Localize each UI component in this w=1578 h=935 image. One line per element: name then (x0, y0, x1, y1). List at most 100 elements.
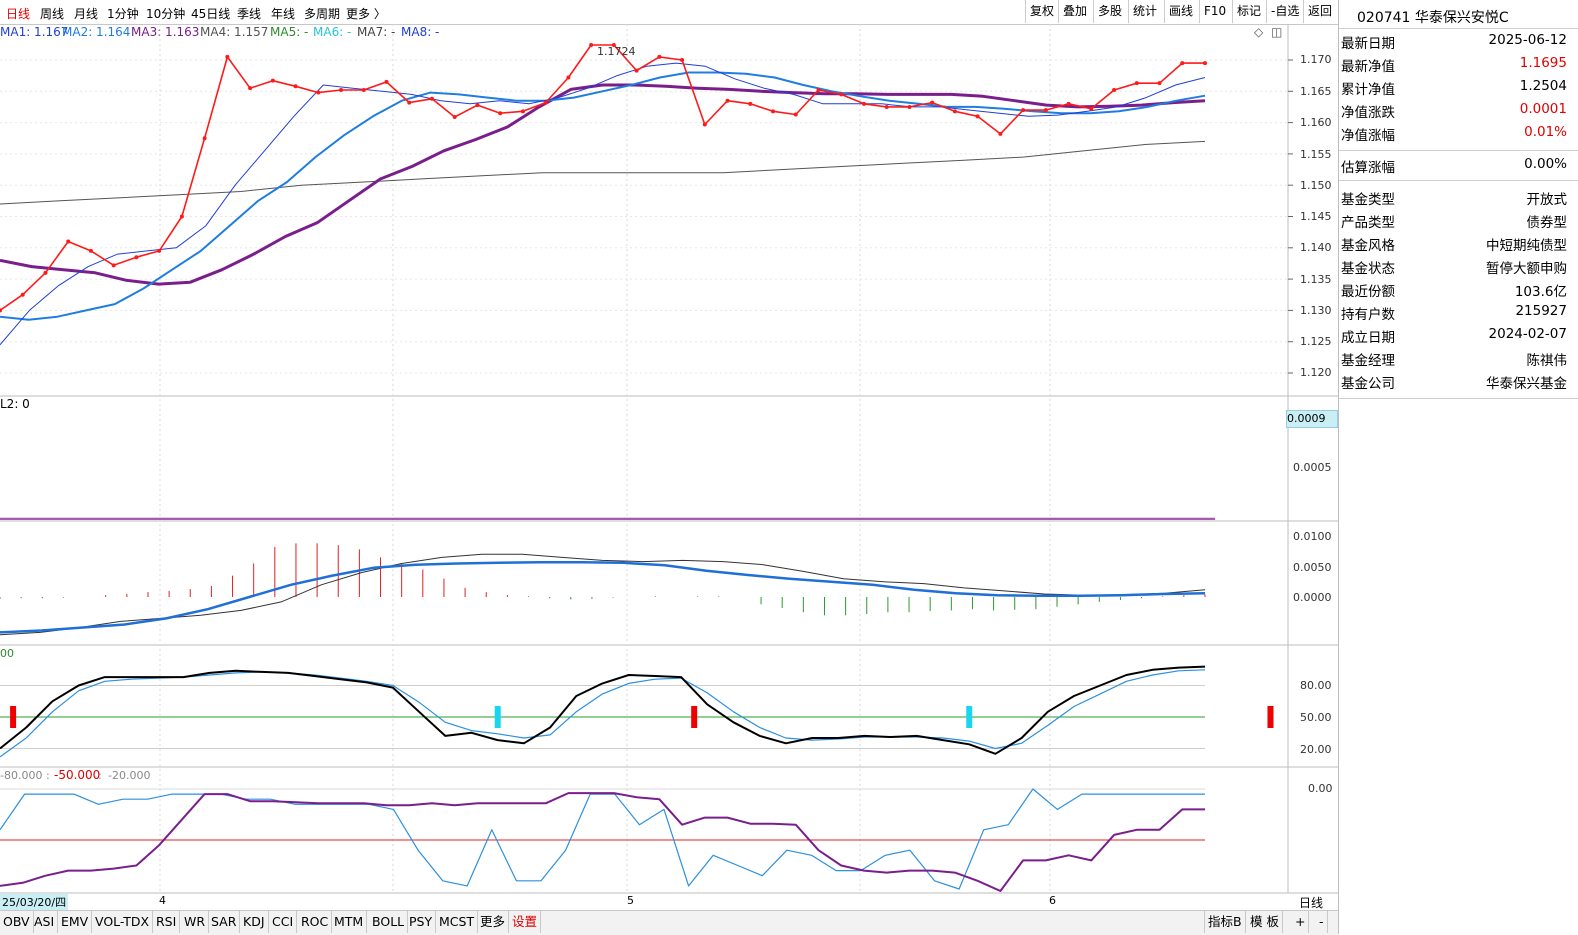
price-point (225, 54, 230, 59)
window-icon[interactable]: ◫ (1271, 25, 1283, 39)
price-point (270, 78, 275, 83)
watchlist-button[interactable]: -自选 (1266, 0, 1303, 23)
price-point (793, 112, 798, 117)
price-point (543, 100, 548, 105)
info-row-7: 产品类型 债券型 (1339, 211, 1569, 233)
indicator-b-button[interactable]: 指标B (1204, 911, 1246, 933)
wr-label-b: -50.000 (54, 768, 101, 782)
tab-psy[interactable]: PSY (406, 911, 437, 933)
period-monthly-tab[interactable]: 月线 (74, 7, 99, 21)
ma2-legend: MA2: 1.164 (62, 25, 131, 39)
tab-mcst[interactable]: MCST (436, 911, 479, 933)
info-row-0: 最新日期 2025-06-12 (1339, 32, 1569, 54)
tab-kdj[interactable]: KDJ (240, 911, 269, 933)
info-value: 华泰保兴基金 (1486, 376, 1567, 392)
y-tick: 1.130 (1300, 304, 1332, 317)
draw-line-button[interactable]: 画线 (1164, 0, 1197, 23)
zoom-out-button[interactable]: - (1316, 911, 1328, 933)
period-1min-tab[interactable]: 1分钟 (107, 7, 139, 21)
ma4-line (0, 140, 1206, 205)
ma8-legend: MA8: - (401, 25, 440, 39)
info-row-9: 基金状态 暂停大额申购 (1339, 257, 1569, 279)
info-row-4: 净值涨幅 0.01% (1339, 124, 1569, 146)
price-point (88, 248, 93, 253)
back-button[interactable]: 返回 (1303, 0, 1336, 23)
tab-vol-tdx[interactable]: VOL-TDX (92, 911, 154, 933)
y-tick: 0.0100 (1293, 530, 1332, 543)
mark-button[interactable]: 标记 (1232, 0, 1265, 23)
tab-mtm[interactable]: MTM (331, 911, 368, 933)
price-point (816, 88, 821, 93)
price-point (975, 114, 980, 119)
info-row-3: 净值涨跌 0.0001 (1339, 101, 1569, 123)
tab-roc[interactable]: ROC (298, 911, 333, 933)
kline-chart-area[interactable] (0, 0, 1338, 910)
period-daily-tab[interactable]: 日线 (6, 7, 31, 21)
wr1-line (0, 792, 1205, 892)
tab-sar[interactable]: SAR (208, 911, 241, 933)
info-key: 净值涨跌 (1341, 105, 1395, 121)
tab-boll[interactable]: BOLL (369, 911, 409, 933)
template-button[interactable]: 模 板 (1247, 911, 1283, 933)
period-45day-tab[interactable]: 45日线 (191, 7, 231, 21)
zoom-in-button[interactable]: + (1292, 911, 1310, 933)
ma6-legend: MA6: - (313, 25, 352, 39)
statistics-button[interactable]: 统计 (1128, 0, 1161, 23)
info-key: 成立日期 (1341, 330, 1395, 346)
fuquan-button[interactable]: 复权 (1025, 0, 1058, 23)
period-year-tab[interactable]: 年线 (271, 7, 296, 21)
price-point (657, 54, 662, 59)
tab-emv[interactable]: EMV (58, 911, 93, 933)
f10-button[interactable]: F10 (1199, 0, 1230, 23)
price-point (43, 270, 48, 275)
multi-stock-button[interactable]: 多股 (1093, 0, 1126, 23)
overlay-button[interactable]: 叠加 (1058, 0, 1091, 23)
divider (1339, 150, 1578, 151)
info-key: 净值涨幅 (1341, 128, 1395, 144)
ma7-legend: MA7: - (357, 25, 396, 39)
kdj-panel-label: 00 (0, 647, 14, 660)
tab-rsi[interactable]: RSI (153, 911, 181, 933)
kdj-buy-signal (691, 706, 698, 728)
tab-asi[interactable]: ASI (31, 911, 59, 933)
kdj-d-line (0, 669, 1206, 758)
price-point (316, 90, 321, 95)
price-point (1066, 101, 1071, 106)
price-point (998, 131, 1003, 136)
price-point (452, 114, 457, 119)
tab-cci[interactable]: CCI (269, 911, 298, 933)
price-point (429, 96, 434, 101)
price-point (725, 98, 730, 103)
info-key: 最新日期 (1341, 36, 1395, 52)
period-10min-tab[interactable]: 10分钟 (146, 7, 186, 21)
ma2-line (0, 71, 1206, 321)
period-more-menu[interactable]: 更多 〉 (346, 7, 386, 21)
tab-settings[interactable]: 设置 (509, 911, 542, 933)
diamond-icon[interactable]: ◇ (1254, 25, 1264, 39)
tab-wr[interactable]: WR (181, 911, 210, 933)
info-value: 开放式 (1526, 192, 1568, 208)
info-value: 103.6亿 (1514, 284, 1567, 300)
price-point (861, 101, 866, 106)
price-point (771, 109, 776, 114)
divider (1339, 28, 1578, 29)
info-row-13: 基金经理 陈祺伟 (1339, 349, 1569, 371)
y-tick: 1.165 (1300, 85, 1332, 98)
kdj-buy-signal (1267, 706, 1274, 728)
price-point (1134, 81, 1139, 86)
price-point (1112, 88, 1117, 93)
info-value: 215927 (1515, 303, 1567, 319)
price-point (1180, 61, 1185, 66)
price-point (952, 109, 957, 114)
macd-diff-line (0, 553, 1206, 636)
period-quarter-tab[interactable]: 季线 (237, 7, 262, 21)
price-point (202, 136, 207, 141)
kdj-sell-signal (494, 706, 501, 728)
tab-more[interactable]: 更多 (477, 911, 510, 933)
period-weekly-tab[interactable]: 周线 (40, 7, 65, 21)
indicator-tabs: OBV ASI EMV VOL-TDX RSI WR SAR KDJ CCI R… (0, 910, 1338, 935)
price-line (0, 44, 1205, 312)
tab-obv[interactable]: OBV (0, 911, 34, 933)
info-value: 1.1695 (1519, 55, 1567, 71)
period-multi-tab[interactable]: 多周期 (304, 7, 341, 21)
